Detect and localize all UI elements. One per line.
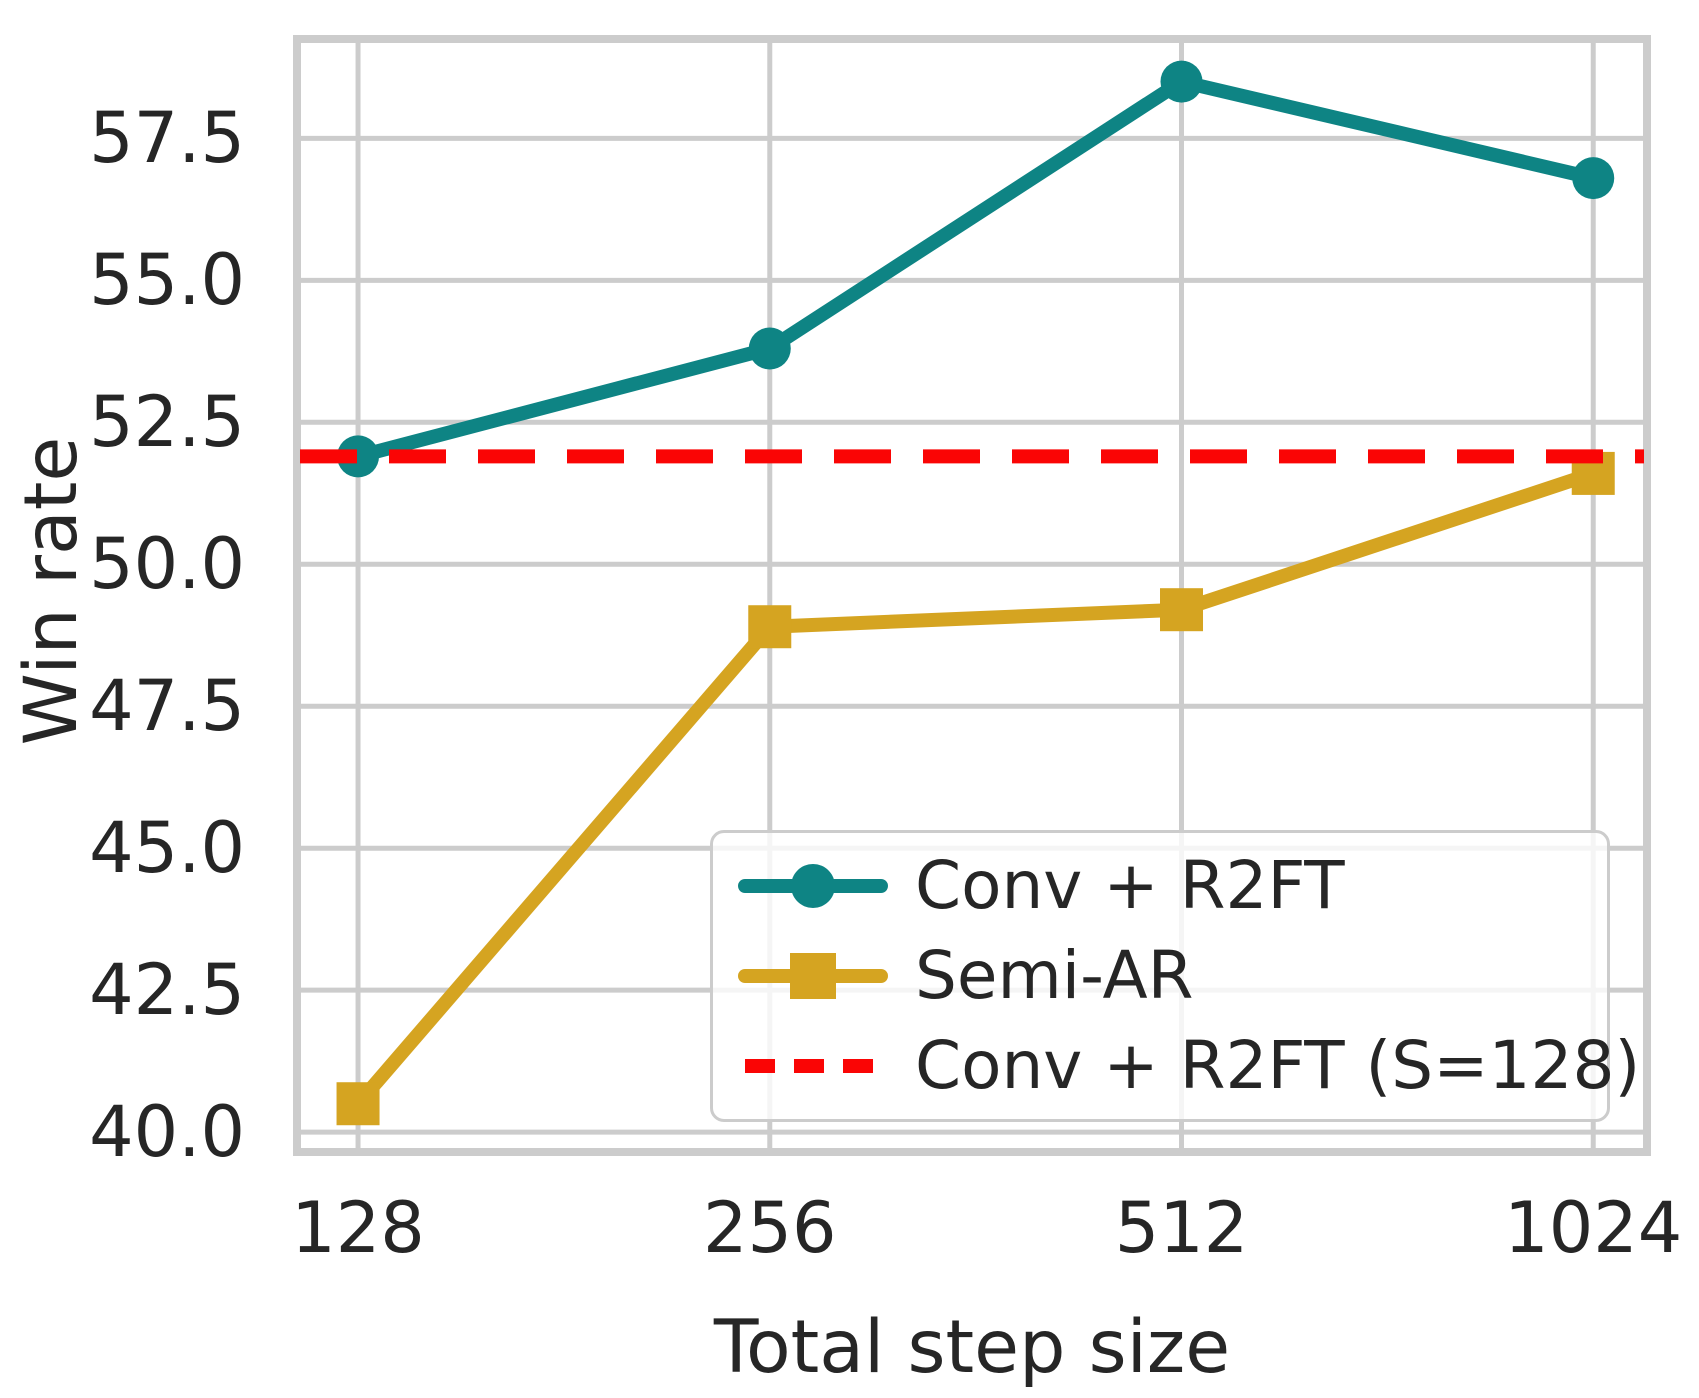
- y-tick-label: 57.5: [89, 97, 245, 180]
- series-line-1: [351, 466, 1601, 1111]
- data-point-square: [748, 605, 792, 649]
- y-axis-title: Win rate: [9, 436, 94, 746]
- y-tick-label: 52.5: [89, 381, 245, 464]
- legend-label: Conv + R2FT (S=128): [915, 1027, 1641, 1104]
- x-tick-label: 512: [1114, 1187, 1249, 1269]
- legend-row: Semi-AR: [713, 931, 1607, 1021]
- legend-row: Conv + R2FT: [713, 841, 1607, 931]
- x-axis-title: Total step size: [713, 1305, 1231, 1390]
- series-line-0: [351, 74, 1601, 464]
- y-tick-label: 50.0: [89, 523, 245, 606]
- data-point-square: [1160, 588, 1204, 632]
- y-tick-label: 45.0: [89, 807, 245, 890]
- x-tick-label: 256: [702, 1187, 837, 1269]
- data-point-square: [336, 1082, 380, 1126]
- y-tick-label: 55.0: [89, 239, 245, 322]
- y-tick-label: 42.5: [89, 949, 245, 1032]
- dashed-line-icon: [745, 1059, 881, 1073]
- data-point-circle: [748, 327, 791, 370]
- line-square-marker-icon: [738, 953, 888, 999]
- line-circle-marker-icon: [738, 864, 888, 908]
- data-point-circle: [1572, 157, 1615, 200]
- data-point-circle: [337, 435, 380, 478]
- y-tick-label: 47.5: [89, 665, 245, 748]
- x-tick-label: 128: [291, 1187, 425, 1269]
- legend: Conv + R2FT Semi-AR Conv + R2FT (S=128): [710, 830, 1640, 1122]
- x-tick-label: 1024: [1504, 1187, 1683, 1269]
- plot-border: [293, 35, 1651, 1156]
- legend-label: Semi-AR: [915, 937, 1194, 1014]
- data-point-circle: [1160, 60, 1203, 103]
- legend-row: Conv + R2FT (S=128): [713, 1021, 1640, 1111]
- legend-label: Conv + R2FT: [915, 847, 1345, 924]
- y-tick-label: 40.0: [89, 1091, 245, 1174]
